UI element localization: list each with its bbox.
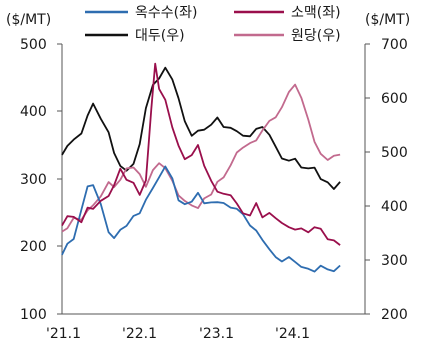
legend-label-sugar: 원당(우) bbox=[291, 28, 341, 44]
left-tick-label: 200 bbox=[20, 239, 47, 255]
legend: 옥수수(좌) 소맥(좌) 대두(우) 원당(우) bbox=[85, 5, 341, 44]
left-axis-unit: ($/MT) bbox=[6, 12, 51, 28]
left-tick-label: 300 bbox=[20, 172, 47, 188]
right-tick-label: 400 bbox=[381, 199, 408, 215]
right-tick-label: 200 bbox=[381, 307, 408, 323]
x-tick-label: '21.1 bbox=[46, 326, 81, 342]
x-ticks: '21.1 '22.1 '23.1 '24.1 bbox=[46, 326, 310, 342]
right-ticks: 700 600 500 400 300 200 bbox=[365, 37, 408, 323]
soybean-line bbox=[61, 66, 341, 190]
right-tick-label: 300 bbox=[381, 253, 408, 269]
left-tick-label: 400 bbox=[20, 104, 47, 120]
legend-label-soybean: 대두(우) bbox=[135, 28, 185, 44]
left-tick-label: 500 bbox=[20, 37, 47, 53]
right-axis-unit: ($/MT) bbox=[365, 12, 410, 28]
x-tick-label: '24.1 bbox=[275, 326, 310, 342]
left-tick-label: 100 bbox=[20, 307, 47, 323]
legend-label-wheat: 소맥(좌) bbox=[291, 5, 341, 21]
series-layer bbox=[61, 62, 341, 273]
right-tick-label: 500 bbox=[381, 145, 408, 161]
sugar-line bbox=[61, 83, 341, 233]
x-tick-label: '23.1 bbox=[199, 326, 234, 342]
x-tick-label: '22.1 bbox=[122, 326, 157, 342]
right-tick-label: 600 bbox=[381, 91, 408, 107]
wheat-line bbox=[61, 62, 341, 246]
right-tick-label: 700 bbox=[381, 37, 408, 53]
left-ticks: 500 400 300 200 100 bbox=[20, 37, 62, 323]
corn-line bbox=[61, 165, 341, 273]
legend-label-corn: 옥수수(좌) bbox=[135, 5, 197, 21]
